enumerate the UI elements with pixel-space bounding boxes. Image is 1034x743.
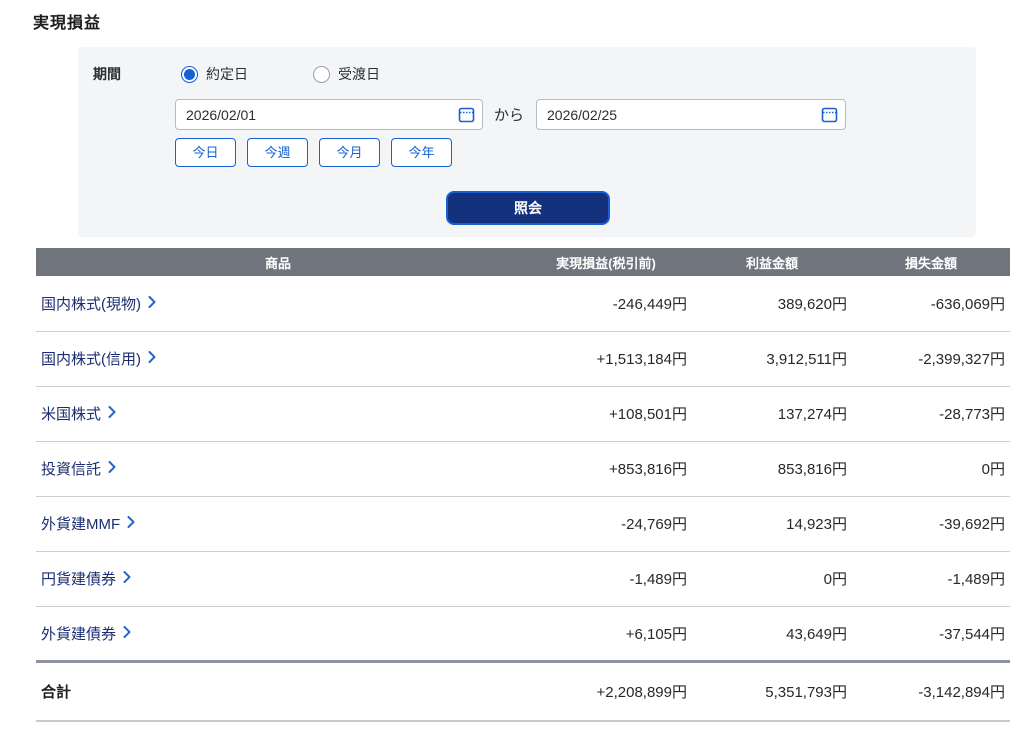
loss-value: -636,069円	[852, 276, 1010, 332]
profit-value: 137,274円	[692, 386, 852, 442]
radio-trade-date[interactable]: 約定日	[181, 64, 248, 84]
product-label: 外貨建債券	[41, 625, 117, 643]
product-label: 国内株式(信用)	[41, 351, 141, 368]
product-label: 投資信託	[41, 461, 102, 478]
loss-value: -37,544円	[852, 606, 1010, 662]
profit-value: 0円	[692, 551, 852, 607]
calendar-icon[interactable]	[458, 106, 475, 128]
total-profit-value: 5,351,793円	[692, 659, 852, 722]
product-link-domestic-stock-margin[interactable]: 国内株式(信用)	[41, 348, 156, 369]
table-row: 米国株式 +108,501円 137,274円 -28,773円	[36, 386, 1010, 442]
date-to-input[interactable]	[536, 99, 847, 130]
quick-range-row: 今日 今週 今月 今年	[175, 138, 452, 167]
date-from-input[interactable]	[175, 99, 483, 130]
loss-value: -39,692円	[852, 496, 1010, 552]
profit-value: 3,912,511円	[692, 331, 852, 387]
loss-value: -2,399,327円	[852, 331, 1010, 387]
chevron-right-icon	[123, 570, 131, 587]
table-row: 円貨建債券 -1,489円 0円 -1,489円	[36, 551, 1010, 607]
product-link-domestic-stock-cash[interactable]: 国内株式(現物)	[41, 293, 156, 314]
period-row: 期間 約定日 受渡日	[93, 64, 380, 84]
loss-value: -28,773円	[852, 386, 1010, 442]
this-month-button[interactable]: 今月	[319, 138, 380, 167]
today-button[interactable]: 今日	[175, 138, 236, 167]
table-row: 国内株式(現物) -246,449円 389,620円 -636,069円	[36, 276, 1010, 332]
table-row: 投資信託 +853,816円 853,816円 0円	[36, 441, 1010, 497]
chevron-right-icon	[108, 405, 116, 422]
chevron-right-icon	[148, 350, 156, 367]
radio-button-icon[interactable]	[313, 65, 330, 83]
page-title: 実現損益	[33, 15, 102, 32]
product-label: 米国株式	[41, 406, 102, 423]
radio-button-icon[interactable]	[181, 65, 198, 83]
product-link-foreign-bond[interactable]: 外貨建債券	[41, 623, 131, 644]
this-week-button[interactable]: 今週	[247, 138, 308, 167]
profit-value: 389,620円	[692, 276, 852, 332]
date-from-wrap	[175, 99, 483, 130]
date-range-row: から	[175, 99, 847, 130]
product-link-mutual-fund[interactable]: 投資信託	[41, 458, 116, 479]
realized-pl-value: +6,105円	[520, 606, 692, 662]
realized-pl-table: 商品 実現損益(税引前) 利益金額 損失金額 国内株式(現物) -246,449…	[36, 248, 1010, 722]
col-header-loss: 損失金額	[852, 248, 1010, 276]
inquiry-button[interactable]: 照会	[446, 191, 610, 225]
profit-value: 43,649円	[692, 606, 852, 662]
product-link-foreign-mmf[interactable]: 外貨建MMF	[41, 513, 135, 534]
chevron-right-icon	[127, 515, 135, 532]
col-header-product: 商品	[36, 248, 520, 276]
date-to-wrap	[536, 99, 847, 130]
chevron-right-icon	[148, 295, 156, 312]
product-label: 国内株式(現物)	[41, 295, 141, 313]
table-row: 外貨建債券 +6,105円 43,649円 -37,544円	[36, 606, 1010, 662]
chevron-right-icon	[108, 460, 116, 477]
profit-value: 14,923円	[692, 496, 852, 552]
range-separator: から	[494, 107, 525, 124]
loss-value: 0円	[852, 441, 1010, 497]
realized-pl-value: -1,489円	[520, 551, 692, 607]
product-label: 円貨建債券	[41, 571, 117, 588]
this-year-button[interactable]: 今年	[391, 138, 452, 167]
product-label: 外貨建MMF	[41, 516, 121, 533]
radio-settlement-date[interactable]: 受渡日	[313, 64, 380, 84]
table-row: 国内株式(信用) +1,513,184円 3,912,511円 -2,399,3…	[36, 331, 1010, 387]
profit-value: 853,816円	[692, 441, 852, 497]
radio-trade-date-label: 約定日	[206, 66, 248, 82]
realized-pl-value: +108,501円	[520, 386, 692, 442]
loss-value: -1,489円	[852, 551, 1010, 607]
total-row: 合計 +2,208,899円 5,351,793円 -3,142,894円	[36, 659, 1010, 722]
period-label: 期間	[93, 66, 121, 82]
product-link-yen-bond[interactable]: 円貨建債券	[41, 568, 131, 589]
realized-pl-value: -24,769円	[520, 496, 692, 552]
chevron-right-icon	[123, 625, 131, 642]
total-loss-value: -3,142,894円	[852, 659, 1010, 722]
realized-pl-value: +853,816円	[520, 441, 692, 497]
realized-pl-value: +1,513,184円	[520, 331, 692, 387]
col-header-profit: 利益金額	[692, 248, 852, 276]
table-header-row: 商品 実現損益(税引前) 利益金額 損失金額	[36, 248, 1010, 276]
total-label: 合計	[36, 659, 520, 722]
col-header-realized: 実現損益(税引前)	[520, 248, 692, 276]
radio-settlement-date-label: 受渡日	[338, 66, 380, 82]
realized-pl-value: -246,449円	[520, 276, 692, 332]
filter-panel: 期間 約定日 受渡日 から	[78, 47, 976, 237]
total-realized-value: +2,208,899円	[520, 659, 692, 722]
table-row: 外貨建MMF -24,769円 14,923円 -39,692円	[36, 496, 1010, 552]
calendar-icon[interactable]	[821, 106, 838, 128]
product-link-us-stock[interactable]: 米国株式	[41, 403, 116, 424]
